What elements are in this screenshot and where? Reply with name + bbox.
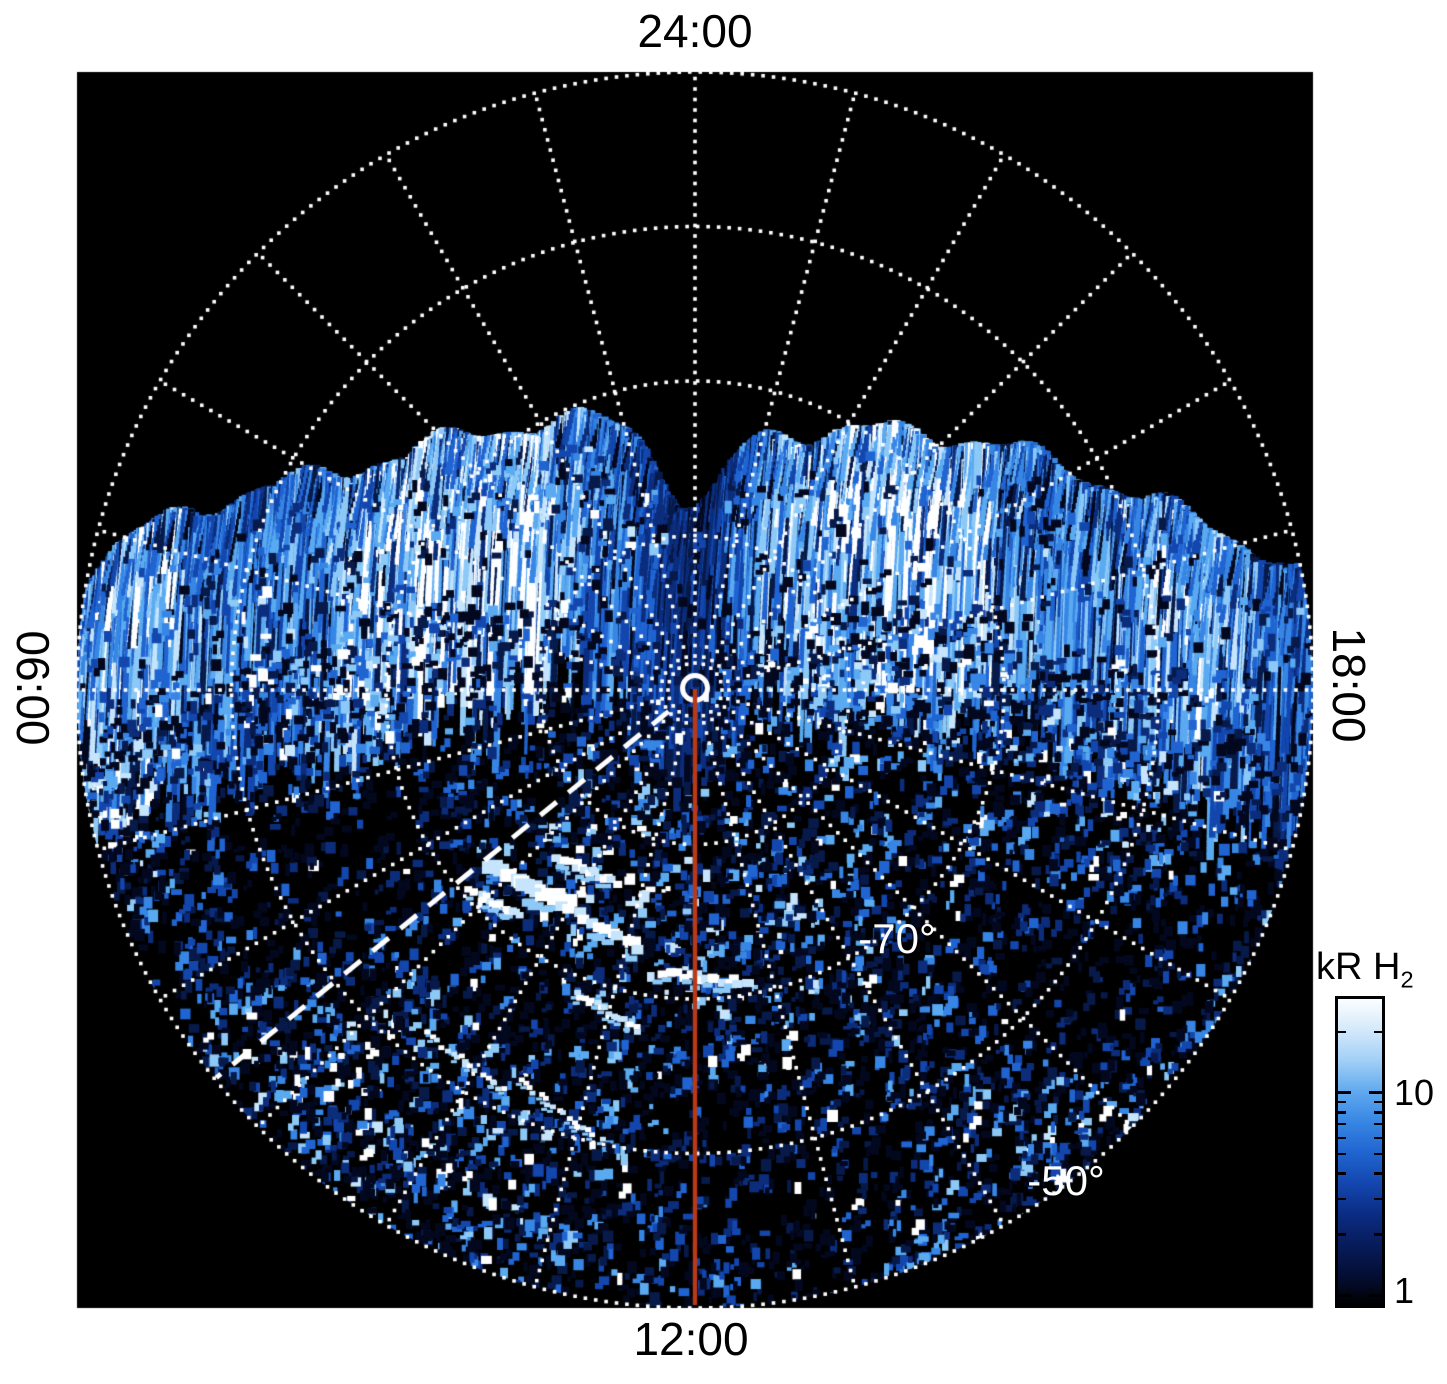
colorbar-tick (1338, 1233, 1346, 1236)
clock-label-1200: 12:00 (633, 1313, 749, 1365)
colorbar-tick (1374, 1123, 1382, 1126)
latitude-label-minus50: -50° (1027, 1157, 1105, 1204)
colorbar-title-text: kR H (1316, 946, 1401, 988)
colorbar-tick (1338, 1123, 1346, 1126)
colorbar-tick (1374, 1136, 1382, 1140)
colorbar-gradient (1335, 996, 1385, 1308)
colorbar-tick (1374, 1030, 1382, 1033)
colorbar-tick (1374, 1100, 1382, 1104)
colorbar-tick (1374, 1152, 1382, 1156)
colorbar-tick (1338, 1152, 1346, 1156)
colorbar-tick (1369, 1091, 1382, 1095)
colorbar-title-subscript: 2 (1400, 966, 1414, 993)
colorbar-tick (1338, 1030, 1346, 1033)
colorbar-title: kR H2 (1316, 948, 1414, 992)
colorbar-tick (1338, 1294, 1351, 1298)
clock-label-2400: 24:00 (637, 5, 753, 57)
colorbar-tick-label-1: 1 (1394, 1270, 1415, 1311)
colorbar-tick (1338, 1100, 1346, 1104)
clock-label-1800: 18:00 (1323, 627, 1375, 743)
colorbar-tick (1369, 1294, 1382, 1298)
latitude-label-minus70: -70° (858, 915, 936, 962)
colorbar-tick (1338, 1136, 1346, 1140)
colorbar-tick (1374, 1172, 1382, 1175)
colorbar-tick (1338, 1197, 1346, 1201)
colorbar-tick (1338, 1172, 1346, 1175)
colorbar-tick (1338, 1091, 1351, 1095)
colorbar-tick (1338, 1111, 1346, 1114)
colorbar-tick (1374, 1197, 1382, 1201)
colorbar-tick-label-10: 10 (1394, 1071, 1435, 1113)
colorbar-tick (1374, 1233, 1382, 1236)
colorbar-tick (1374, 1111, 1382, 1114)
clock-label-0600: 06:00 (7, 630, 59, 746)
